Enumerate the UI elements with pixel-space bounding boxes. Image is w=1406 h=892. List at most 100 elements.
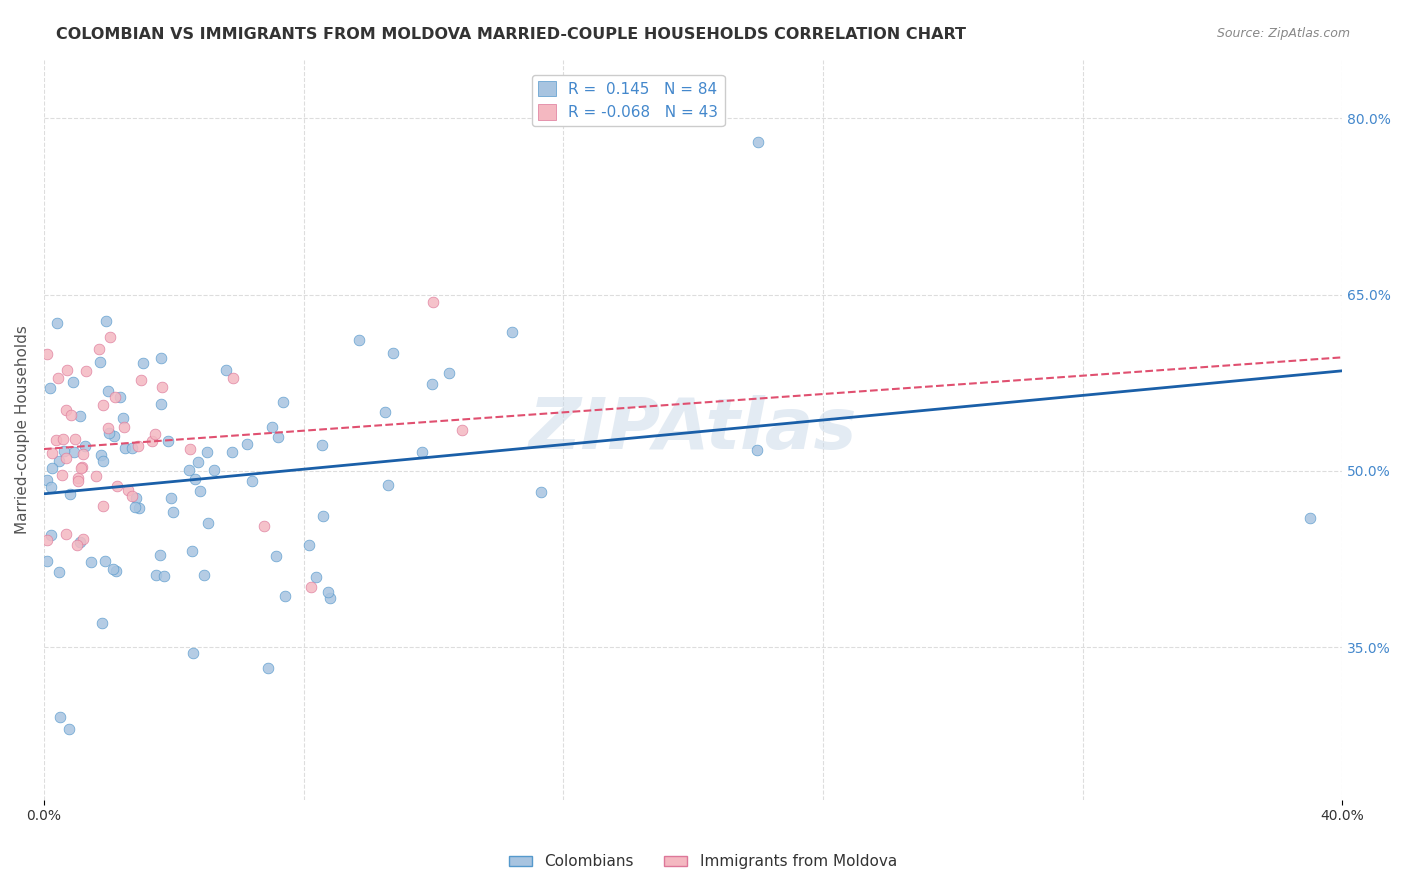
Colombians (184, 472, 207, 486)
Immigrants from Moldova (89, 343, 111, 357)
Colombians (273, 394, 295, 409)
Immigrants from Moldova (63, 433, 86, 447)
Immigrants from Moldova (66, 538, 89, 552)
Colombians (181, 646, 204, 660)
Text: Source: ZipAtlas.com: Source: ZipAtlas.com (1216, 27, 1350, 40)
Text: ZIPAtlas: ZIPAtlas (529, 395, 858, 464)
Colombians (382, 345, 405, 359)
Immigrants from Moldova (51, 467, 73, 482)
Immigrants from Moldova (37, 533, 59, 548)
Colombians (114, 441, 136, 455)
Colombians (90, 448, 112, 462)
Colombians (96, 314, 118, 328)
Colombians (501, 325, 523, 339)
Immigrants from Moldova (55, 402, 77, 417)
Colombians (132, 356, 155, 370)
Colombians (236, 437, 259, 451)
Colombians (311, 437, 333, 451)
Colombians (69, 409, 91, 423)
Immigrants from Moldova (91, 499, 114, 513)
Colombians (305, 570, 328, 584)
Colombians (187, 455, 209, 469)
Text: COLOMBIAN VS IMMIGRANTS FROM MOLDOVA MARRIED-COUPLE HOUSEHOLDS CORRELATION CHART: COLOMBIAN VS IMMIGRANTS FROM MOLDOVA MAR… (56, 27, 966, 42)
Colombians (69, 535, 91, 549)
Colombians (62, 376, 84, 390)
Legend: R =  0.145   N = 84, R = -0.068   N = 43: R = 0.145 N = 84, R = -0.068 N = 43 (531, 75, 724, 127)
Colombians (319, 591, 342, 605)
Colombians (240, 474, 263, 488)
Colombians (49, 710, 72, 724)
Colombians (52, 444, 75, 458)
Immigrants from Moldova (72, 447, 94, 461)
Colombians (1299, 510, 1322, 524)
Immigrants from Moldova (72, 533, 94, 547)
Colombians (439, 366, 461, 380)
Colombians (91, 616, 114, 631)
Immigrants from Moldova (48, 371, 70, 385)
Immigrants from Moldova (45, 433, 67, 447)
Colombians (48, 565, 70, 579)
Immigrants from Moldova (299, 580, 322, 594)
Immigrants from Moldova (98, 330, 121, 344)
Immigrants from Moldova (129, 373, 152, 387)
Colombians (149, 351, 172, 365)
Immigrants from Moldova (121, 489, 143, 503)
Colombians (374, 405, 396, 419)
Colombians (75, 439, 97, 453)
Y-axis label: Married-couple Households: Married-couple Households (15, 326, 30, 534)
Colombians (80, 555, 103, 569)
Immigrants from Moldova (60, 408, 83, 422)
Colombians (98, 426, 121, 441)
Colombians (177, 463, 200, 477)
Colombians (195, 445, 218, 459)
Immigrants from Moldova (112, 419, 135, 434)
Immigrants from Moldova (422, 295, 444, 310)
Colombians (411, 445, 433, 459)
Colombians (104, 565, 127, 579)
Colombians (41, 461, 63, 475)
Colombians (267, 430, 290, 444)
Colombians (316, 585, 339, 599)
Colombians (149, 548, 172, 562)
Colombians (37, 554, 59, 568)
Immigrants from Moldova (253, 519, 276, 533)
Colombians (121, 441, 143, 455)
Immigrants from Moldova (450, 423, 472, 437)
Immigrants from Moldova (179, 442, 201, 456)
Colombians (162, 505, 184, 519)
Colombians (193, 568, 215, 582)
Colombians (39, 480, 62, 494)
Colombians (349, 334, 371, 348)
Colombians (747, 135, 769, 149)
Colombians (39, 381, 62, 395)
Immigrants from Moldova (70, 460, 93, 475)
Immigrants from Moldova (70, 460, 93, 475)
Colombians (204, 463, 226, 477)
Colombians (124, 500, 146, 514)
Colombians (37, 473, 59, 487)
Colombians (94, 554, 117, 568)
Immigrants from Moldova (67, 474, 90, 488)
Colombians (46, 316, 69, 330)
Colombians (377, 477, 399, 491)
Colombians (221, 445, 243, 459)
Colombians (156, 434, 179, 449)
Colombians (58, 723, 80, 737)
Immigrants from Moldova (37, 346, 59, 360)
Colombians (97, 384, 120, 399)
Colombians (108, 390, 131, 404)
Immigrants from Moldova (52, 432, 75, 446)
Colombians (89, 355, 111, 369)
Colombians (215, 363, 238, 377)
Colombians (188, 483, 211, 498)
Colombians (48, 454, 70, 468)
Immigrants from Moldova (128, 439, 150, 453)
Colombians (128, 500, 150, 515)
Colombians (530, 484, 553, 499)
Colombians (152, 569, 174, 583)
Colombians (159, 491, 181, 506)
Colombians (180, 544, 202, 558)
Colombians (312, 509, 335, 524)
Colombians (39, 528, 62, 542)
Colombians (145, 568, 167, 582)
